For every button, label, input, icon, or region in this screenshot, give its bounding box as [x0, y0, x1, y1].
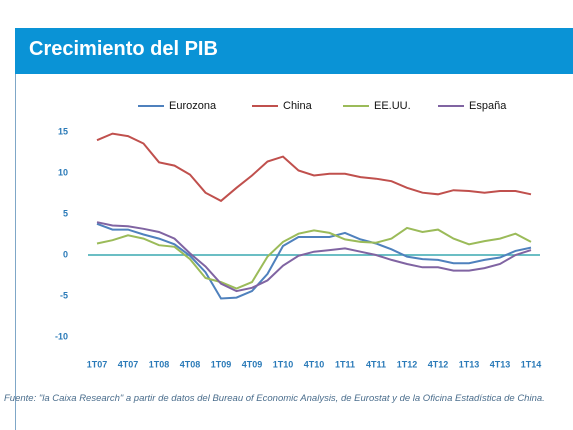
- series-line: [96, 132, 532, 203]
- x-tick-label: 1T11: [335, 359, 355, 369]
- x-tick-label: 4T13: [490, 359, 511, 369]
- y-tick-label: 10: [58, 167, 68, 177]
- x-tick-label: 1T13: [459, 359, 480, 369]
- x-tick-label: 1T14: [521, 359, 542, 369]
- x-tick-label: 4T09: [242, 359, 263, 369]
- x-tick-label: 4T11: [366, 359, 386, 369]
- source-note: Fuente: "la Caixa Research" a partir de …: [4, 393, 545, 404]
- series-line: [96, 222, 532, 300]
- series-line: [96, 221, 532, 293]
- y-tick-label: 0: [63, 249, 68, 259]
- y-tick-label: 15: [58, 126, 68, 136]
- y-tick-label: 5: [63, 208, 68, 218]
- x-tick-label: 1T09: [211, 359, 232, 369]
- x-tick-label: 1T07: [87, 359, 108, 369]
- y-tick-label: -5: [60, 290, 68, 300]
- legend-label: China: [283, 100, 313, 112]
- x-tick-label: 4T07: [118, 359, 139, 369]
- x-tick-label: 1T08: [149, 359, 170, 369]
- series-line: [96, 226, 532, 290]
- legend-label: Eurozona: [169, 100, 217, 112]
- x-tick-label: 1T12: [397, 359, 418, 369]
- x-tick-label: 1T10: [273, 359, 294, 369]
- legend-label: EE.UU.: [374, 100, 411, 112]
- y-tick-label: -10: [55, 331, 68, 341]
- frame: [15, 28, 573, 430]
- legend-label: España: [469, 100, 507, 112]
- header: Crecimiento del PIB: [15, 28, 573, 74]
- x-tick-label: 4T08: [180, 359, 201, 369]
- x-tick-label: 4T10: [304, 359, 325, 369]
- x-tick-label: 4T12: [428, 359, 449, 369]
- chart-title: Crecimiento del PIB: [29, 38, 218, 60]
